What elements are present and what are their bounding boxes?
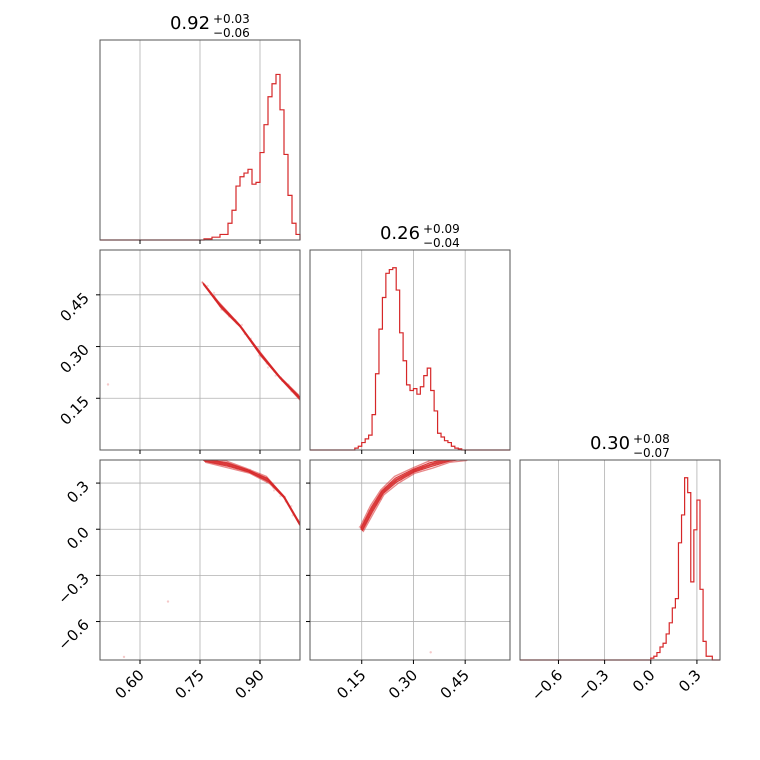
contour-2-1-frame [309, 459, 511, 661]
contour-2-0-level-2 [206, 460, 300, 524]
contour-2-1-stray-point-1 [429, 651, 432, 654]
contour-1-0-stray-point-1 [106, 383, 110, 386]
hist-2-steps [310, 267, 510, 451]
contour-2-1-level-2 [360, 460, 445, 529]
hist-2-title-minus: −0.04 [423, 236, 460, 250]
xtick-label-col2-1: −0.6 [528, 666, 566, 704]
contour-panel-2-1 [306, 457, 511, 661]
xtick-label-col0-2: 0.75 [171, 666, 207, 702]
ytick-label-row1-3: 0.45 [56, 289, 92, 325]
xtick-label-col2-3: 0.0 [629, 666, 659, 696]
contour-1-0-halo-point [240, 323, 244, 326]
xtick-label-col1-1: 0.15 [333, 666, 369, 702]
hist-1-title: 0.92 [170, 13, 210, 34]
contour-2-1-level-5 [362, 460, 468, 533]
hist-3-title: 0.30 [590, 433, 630, 454]
xtick-label-col1-3: 0.45 [437, 666, 473, 702]
xtick-label-col0-3: 0.90 [231, 666, 267, 702]
contour-panel-1-0: 0.15 0.30 0.45 [56, 249, 301, 454]
xtick-label-col1-2: 0.30 [385, 666, 421, 702]
hist-2-title: 0.26 [380, 223, 420, 244]
hist-panel-3: 0.30 +0.08−0.07 [519, 432, 721, 661]
xtick-label-col2-4: 0.3 [675, 666, 705, 696]
contour-2-0-halo-point [272, 489, 276, 492]
hist-1-steps [100, 73, 301, 241]
contour-1-0-halo-point [206, 284, 209, 288]
contour-2-1-level-4 [361, 460, 462, 532]
contour-1-0-halo-point [266, 366, 270, 369]
ytick-label-row1-2: 0.30 [56, 341, 92, 377]
hist-panel-1: 0.92 +0.03−0.06 [99, 12, 301, 244]
ytick-label-row2-4: 0.3 [63, 477, 93, 507]
hist-3-steps [520, 477, 720, 661]
contour-1-0-level-3 [202, 283, 300, 400]
contour-2-0-level-5 [204, 461, 300, 527]
contour-2-0-level-1 [214, 460, 300, 522]
xtick-label-col0-1: 0.60 [111, 666, 147, 702]
ytick-label-row1-1: 0.15 [56, 392, 92, 428]
hist-2-title-plus: +0.09 [423, 222, 460, 236]
ytick-label-row2-3: 0.0 [63, 523, 93, 553]
contour-2-1-level-1 [359, 460, 438, 528]
hist-panel-2: 0.26 +0.09−0.04 [309, 222, 511, 454]
contour-2-1-level-3 [360, 460, 455, 531]
hist-1-title-plus: +0.03 [213, 12, 250, 26]
hist-1-title-minus: −0.06 [213, 26, 250, 40]
contour-1-0-level-5 [204, 286, 300, 402]
hist-3-frame [519, 459, 721, 661]
hist-3-title-minus: −0.07 [633, 446, 670, 460]
ytick-label-row2-2: −0.3 [54, 569, 92, 607]
contour-2-0-stray-point-1 [166, 600, 170, 603]
contour-2-0-level-3 [202, 460, 300, 526]
xtick-label-col2-2: −0.3 [574, 666, 612, 704]
contour-2-1-halo-point [461, 457, 463, 459]
contour-1-0-halo-point [274, 374, 277, 377]
contour-2-0-halo-point [201, 457, 203, 459]
ytick-label-row2-1: −0.6 [54, 616, 92, 654]
contour-2-0-stray-point-2 [122, 655, 126, 659]
contour-panel-2-0: −0.6 −0.3 0.0 0.3 [54, 457, 301, 661]
hist-3-title-plus: +0.08 [633, 432, 670, 446]
hist-2-frame [309, 249, 511, 451]
contour-1-0-halo-point [212, 291, 216, 294]
